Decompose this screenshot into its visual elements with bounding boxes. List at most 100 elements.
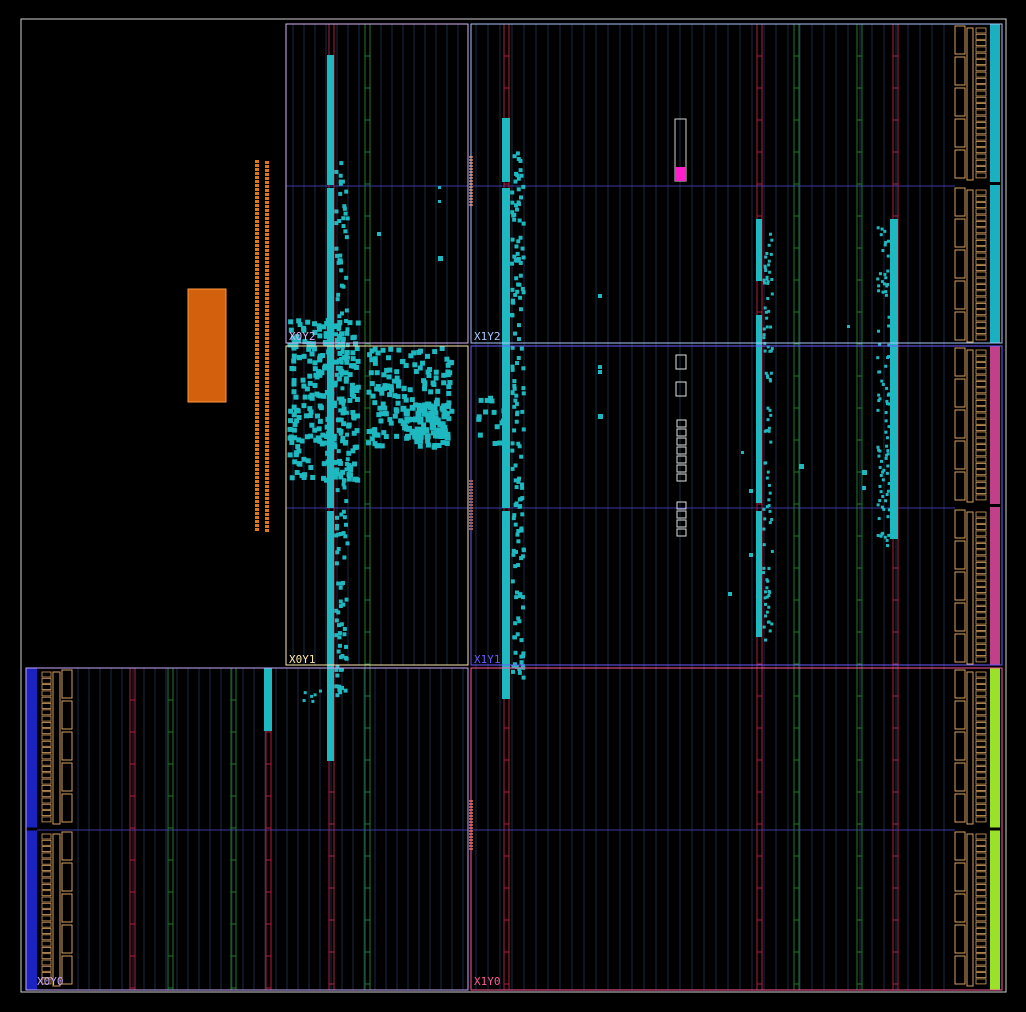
placed-cell <box>380 401 386 407</box>
placed-cell <box>287 342 293 348</box>
placed-cell <box>309 422 315 428</box>
placed-cell <box>381 430 387 436</box>
clock-region[interactable] <box>470 23 1003 344</box>
clock-region[interactable] <box>470 667 1003 991</box>
placed-cell <box>763 602 767 606</box>
io-pin <box>255 428 259 431</box>
io-pin <box>265 489 269 492</box>
placed-cell <box>444 402 451 409</box>
placed-cell <box>762 625 766 629</box>
io-pin <box>255 396 259 399</box>
io-pin <box>265 509 269 512</box>
io-bank-tile <box>954 471 966 501</box>
placed-cell <box>352 476 358 482</box>
io-pad <box>975 195 987 202</box>
placed-cell <box>513 503 518 508</box>
io-pin <box>255 452 259 455</box>
placed-cell <box>289 475 295 481</box>
io-pad <box>41 740 52 747</box>
site-outline <box>675 354 687 370</box>
io-pad <box>975 227 987 234</box>
placed-cell <box>334 633 339 638</box>
placed-cell <box>884 290 888 294</box>
io-pad <box>975 766 987 772</box>
io-pin <box>255 412 259 415</box>
placed-cell <box>379 390 385 396</box>
placed-cell <box>302 394 308 400</box>
io-pad <box>975 778 987 785</box>
placed-cell <box>407 387 413 393</box>
io-pad <box>975 797 987 804</box>
placed-cell <box>291 427 297 433</box>
placed-cell <box>302 472 308 478</box>
io-pad <box>41 890 52 897</box>
placed-cell <box>487 395 493 401</box>
clock-region[interactable] <box>285 345 469 666</box>
placed-cell <box>294 334 300 340</box>
placed-cell <box>316 326 322 332</box>
io-pad <box>41 671 52 678</box>
placed-cell <box>519 454 524 459</box>
placed-cell <box>310 694 314 698</box>
placed-cell <box>885 436 889 440</box>
placed-cell <box>762 527 766 531</box>
io-pin <box>255 512 259 515</box>
placed-cell <box>323 477 329 483</box>
io-pin <box>265 485 269 488</box>
io-pad <box>975 140 987 147</box>
io-bank-tile <box>61 831 73 861</box>
placed-cell <box>343 370 349 376</box>
placed-cell <box>518 307 523 312</box>
io-pad <box>41 934 52 941</box>
placed-cell <box>881 478 885 482</box>
io-pin <box>255 252 259 255</box>
placed-cell <box>378 387 384 393</box>
placed-cell <box>336 546 341 551</box>
io-pin <box>255 232 259 235</box>
placed-cell <box>484 397 490 403</box>
placed-cell <box>514 207 519 212</box>
io-pad <box>41 709 52 716</box>
placed-cell <box>350 363 356 369</box>
placed-cell <box>366 389 372 395</box>
placed-cell <box>346 450 352 456</box>
io-pin <box>265 493 269 496</box>
placed-cell <box>441 413 448 420</box>
io-pin <box>265 389 269 392</box>
clock-region[interactable] <box>285 23 469 344</box>
io-pin <box>265 437 269 440</box>
placed-cell <box>396 383 402 389</box>
placed-cell <box>289 440 295 446</box>
placed-cell <box>302 699 306 703</box>
io-pad <box>41 810 52 816</box>
placed-cell <box>414 439 420 445</box>
placed-cell <box>767 504 771 508</box>
placed-cell <box>768 590 772 594</box>
io-pad <box>975 418 987 425</box>
clock-region[interactable] <box>25 667 469 991</box>
placed-cell <box>327 511 334 761</box>
placed-cell <box>308 409 314 415</box>
placed-cell <box>514 393 519 398</box>
placed-cell <box>884 430 888 434</box>
selected-cell[interactable] <box>675 167 686 181</box>
placed-cell <box>338 408 343 413</box>
clock-region[interactable] <box>470 345 1003 666</box>
io-pad <box>975 536 987 543</box>
placed-cell <box>503 431 509 437</box>
placed-cell <box>378 418 384 424</box>
placed-cell <box>340 469 346 475</box>
placed-cell <box>741 451 744 454</box>
io-pad <box>975 96 987 103</box>
placed-cell <box>288 408 294 414</box>
placed-cell <box>309 351 315 357</box>
placed-cell <box>382 405 388 411</box>
placed-cell <box>338 474 344 480</box>
io-pad <box>975 65 987 72</box>
io-pad <box>975 934 987 941</box>
placed-cell <box>511 516 516 521</box>
placed-cell <box>430 424 437 431</box>
placed-cell <box>878 499 882 503</box>
placed-block[interactable] <box>187 288 227 403</box>
